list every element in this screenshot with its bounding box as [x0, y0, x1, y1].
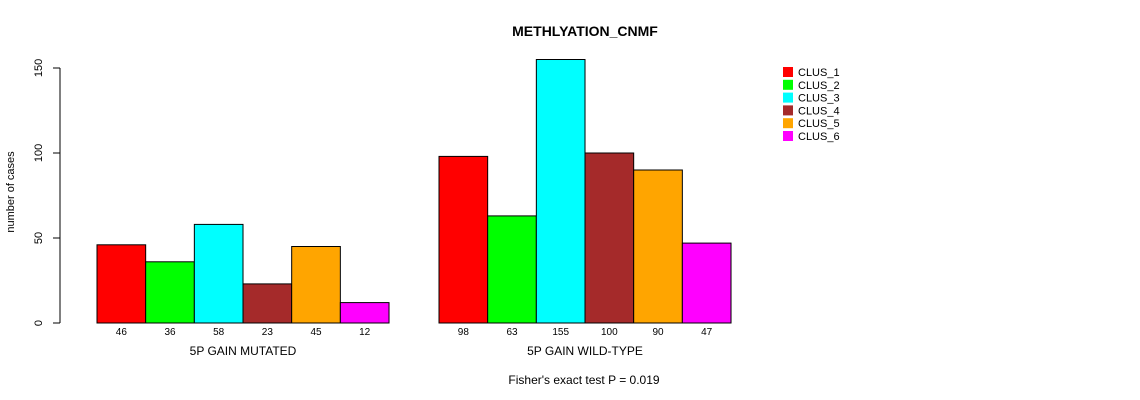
bar-clus-1-group-2: [438, 155, 489, 324]
legend-swatch: [783, 79, 793, 90]
legend-item-3: CLUS_3: [783, 92, 840, 105]
group-label-2: 5P GAIN WILD-TYPE: [527, 344, 643, 358]
legend-label: CLUS_4: [798, 105, 840, 117]
bar-count-label: 155: [552, 327, 569, 338]
legend-swatch: [783, 105, 793, 116]
legend-label: CLUS_6: [798, 131, 840, 143]
y-tick-label-50: 50: [33, 232, 45, 244]
bar-clus-4-group-2: [584, 152, 635, 324]
bar-clus-4-group-1: [242, 283, 293, 324]
bar-count-label: 12: [359, 327, 371, 338]
y-axis: 0 50 100 150: [33, 59, 61, 326]
bar-count-label: 36: [164, 327, 176, 338]
bar-clus-3-group-2: [535, 59, 586, 324]
bar-count-label: 45: [310, 327, 322, 338]
bar-clus-6-group-2: [681, 242, 732, 324]
bar-clus-2-group-2: [487, 215, 537, 324]
bar-count-label: 90: [652, 327, 664, 338]
legend-item-4: CLUS_4: [783, 105, 840, 117]
bar-clus-6-group-1: [339, 302, 390, 324]
legend-swatch: [783, 92, 793, 103]
y-axis-label: number of cases: [5, 151, 17, 233]
bar-group-2: 98 63 155 100 90 47 5P GAIN WILD-TYPE: [438, 59, 732, 358]
bar-clus-5-group-2: [633, 169, 683, 324]
bar-count-label: 100: [601, 327, 618, 338]
bar-group-1: 46 36 58 23 45 12 5P GAIN MUTATED: [96, 223, 390, 358]
bar-clus-3-group-1: [193, 223, 244, 324]
bar-count-label: 98: [458, 327, 470, 338]
group-label-1: 5P GAIN MUTATED: [190, 344, 297, 358]
bar-clus-1-group-1: [96, 244, 147, 324]
legend-swatch: [783, 118, 793, 129]
legend-swatch: [783, 67, 793, 77]
footnote: Fisher's exact test P = 0.019: [508, 373, 659, 387]
legend-label: CLUS_3: [798, 93, 840, 105]
bar-groups: 46 36 58 23 45 12 5P GAIN MUTATED 98 63 155 100 90 4…: [96, 59, 732, 358]
legend-item-1: CLUS_1: [783, 67, 840, 79]
legend-swatch: [783, 131, 793, 141]
legend-item-2: CLUS_2: [783, 79, 840, 92]
bar-count-label: 46: [116, 327, 128, 338]
bar-count-label: 23: [262, 327, 274, 338]
bar-clus-2-group-1: [145, 261, 195, 324]
y-tick-label-150: 150: [33, 59, 45, 77]
legend-item-6: CLUS_6: [783, 131, 840, 143]
legend-label: CLUS_1: [798, 67, 840, 79]
bar-count-label: 47: [701, 327, 713, 338]
legend-label: CLUS_5: [798, 118, 840, 130]
bar-count-label: 58: [213, 327, 225, 338]
chart-title: METHLYATION_CNMF: [512, 23, 658, 39]
legend-label: CLUS_2: [798, 80, 840, 92]
y-tick-label-100: 100: [33, 144, 45, 162]
bar-clus-5-group-1: [291, 246, 341, 324]
y-tick-label-0: 0: [33, 320, 45, 326]
legend-item-5: CLUS_5: [783, 118, 840, 130]
bar-count-label: 63: [506, 327, 518, 338]
